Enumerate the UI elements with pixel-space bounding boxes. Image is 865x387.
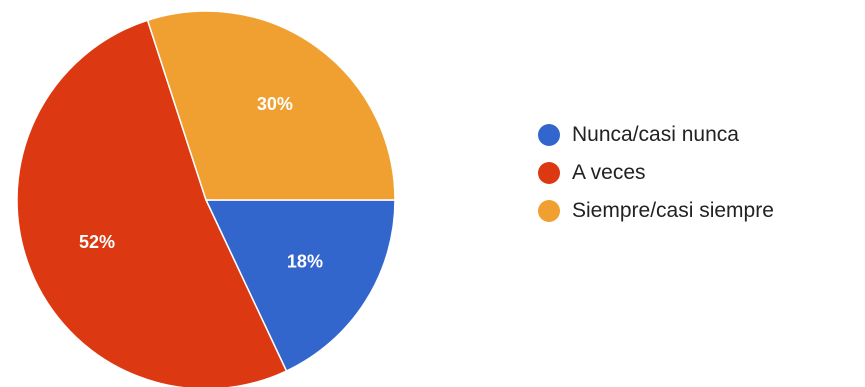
pie-slice-siempre [146,10,396,201]
legend-label-a-veces: A veces [572,161,646,184]
legend-item-nunca: Nunca/casi nunca [538,120,774,150]
slice-label-a-veces: 52% [79,232,115,252]
pie-slice-nunca [204,199,396,373]
legend-item-siempre: Siempre/casi siempre [538,196,774,226]
legend-label-nunca: Nunca/casi nunca [572,123,739,146]
legend-swatch-siempre [538,200,560,222]
legend-swatch-a-veces [538,162,560,184]
chart-legend: Nunca/casi nunca A veces Siempre/casi si… [538,120,774,226]
legend-item-a-veces: A veces [538,158,774,188]
pie-slice-a-veces [16,19,288,387]
legend-label-siempre: Siempre/casi siempre [572,199,774,222]
legend-swatch-nunca [538,124,560,146]
slice-label-nunca: 18% [287,252,323,272]
slice-label-siempre: 30% [257,94,293,114]
